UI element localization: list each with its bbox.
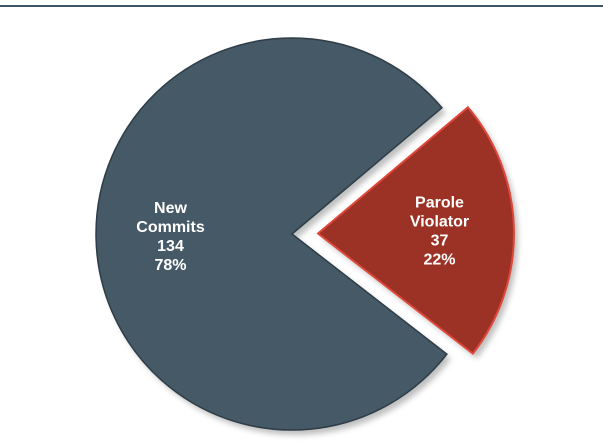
new-commits-data-label: New Commits 134 78%: [136, 200, 205, 274]
parole-violator-slice: [316, 105, 515, 356]
parole-violator-data-label: Parole Violator 37 22%: [410, 195, 469, 269]
new-commits-slice: [95, 37, 448, 431]
top-divider-line: [0, 5, 603, 7]
